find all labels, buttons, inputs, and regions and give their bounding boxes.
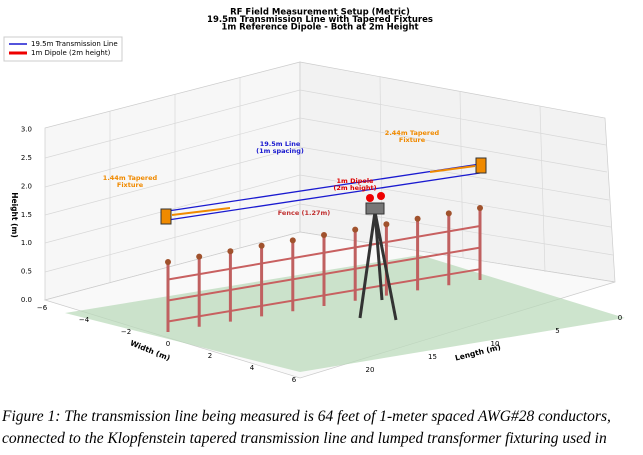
title: RF Field Measurement Setup (Metric) (230, 8, 410, 18)
z-tick-label: 1.5 (21, 211, 32, 219)
fence-part (258, 242, 265, 249)
ground-plane (65, 255, 625, 372)
fence-part (227, 248, 234, 255)
y-tick-label: 20 (366, 366, 375, 374)
annotation: 1.44m Tapered (103, 174, 158, 182)
caption: Figure 1: The transmission line being me… (2, 408, 611, 425)
annotation: (1m spacing) (256, 147, 304, 155)
x-tick-label: 0 (166, 340, 170, 348)
annotation: Fixture (117, 181, 144, 189)
fence-part (414, 215, 421, 222)
fence-part (321, 232, 327, 238)
z-tick-label: 2.0 (21, 182, 32, 190)
z-tick-label: 2.5 (21, 154, 32, 162)
x-tick-label: −4 (79, 316, 90, 324)
x-tick-label: −2 (121, 328, 131, 336)
legend-label: 19.5m Transmission Line (31, 40, 118, 48)
z-tick-label: 0.0 (21, 296, 32, 304)
y-axis-label: Length (m) (454, 342, 502, 362)
title: 1m Reference Dipole - Both at 2m Height (221, 23, 418, 33)
annotation: 1m Dipole (337, 177, 375, 185)
title: 19.5m Transmission Line with Tapered Fix… (207, 15, 433, 25)
fence-part (352, 226, 359, 233)
legend: 19.5m Transmission Line 1m Dipole (2m he… (3, 36, 123, 62)
figure: 19.5m Transmission Line 1m Dipole (2m he… (3, 8, 625, 384)
x-tick-label: 2 (208, 352, 212, 360)
y-tick-label: 10 (491, 340, 500, 348)
fixtures (160, 157, 487, 225)
y-tick-label: 5 (555, 327, 559, 335)
z-tick-label: 0.5 (21, 268, 32, 276)
fence-part (383, 221, 390, 228)
panes (43, 61, 625, 379)
legend-label: 1m Dipole (2m height) (31, 49, 111, 57)
fence (165, 205, 483, 332)
fence-part (165, 259, 171, 265)
transmission-line (167, 163, 481, 221)
annotation: 19.5m Line (260, 140, 301, 148)
z-tick-label: 1.0 (21, 239, 32, 247)
fence-part (477, 205, 483, 211)
z-tick-label: 3.0 (21, 126, 32, 134)
annotation: Fixture (399, 136, 426, 144)
annotation: 2.44m Tapered (385, 129, 440, 137)
fence-part (196, 253, 203, 260)
dipole (358, 192, 398, 321)
annotation: Fence (1.27m) (278, 209, 331, 217)
x-tick-label: 6 (292, 376, 297, 384)
fence-part (289, 237, 296, 244)
y-tick-label: 15 (428, 353, 437, 361)
annotation: (2m height) (333, 184, 376, 192)
caption: connected to the Klopfenstein tapered tr… (2, 430, 607, 447)
z-axis-label: Height (m) (10, 192, 19, 238)
x-tick-label: 4 (250, 364, 255, 372)
fence-part (445, 210, 452, 217)
y-tick-label: 0 (618, 314, 622, 322)
x-tick-label: −6 (37, 304, 48, 312)
